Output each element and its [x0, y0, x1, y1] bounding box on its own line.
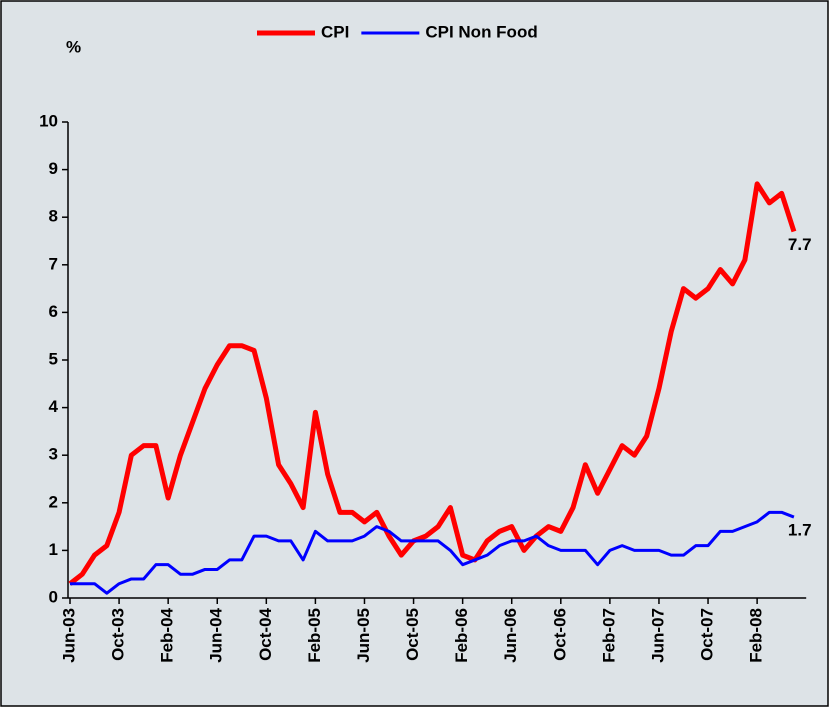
y-tick-label: 7 [49, 254, 58, 273]
y-tick-label: 1 [49, 540, 58, 559]
x-tick-label: Jun-07 [648, 608, 667, 663]
data-line [70, 510, 795, 595]
legend-label: CPI Non Food [425, 22, 537, 41]
y-tick-label: 0 [49, 587, 58, 606]
x-tick-label: Feb-06 [452, 608, 471, 663]
y-tick-label: 5 [49, 349, 58, 368]
x-tick-label: Feb-04 [158, 607, 177, 662]
y-tick-label: 6 [49, 302, 58, 321]
x-tick-label: Oct-05 [403, 608, 422, 661]
y-axis-label: % [66, 37, 81, 56]
y-tick-label: 4 [49, 397, 59, 416]
y-tick-label: 10 [39, 111, 58, 130]
x-tick-label: Jun-04 [207, 607, 226, 662]
x-tick-label: Jun-05 [354, 608, 373, 663]
x-tick-label: Oct-06 [550, 608, 569, 661]
x-tick-label: Oct-03 [109, 608, 128, 661]
data-line [68, 181, 797, 586]
legend-label: CPI [321, 22, 349, 41]
data-label: 1.7 [788, 521, 812, 540]
data-label: 7.7 [788, 235, 812, 254]
x-tick-label: Jun-03 [59, 608, 78, 663]
x-tick-label: Feb-05 [305, 608, 324, 663]
y-tick-label: 2 [49, 492, 58, 511]
x-tick-label: Oct-07 [698, 608, 717, 661]
x-tick-label: Oct-04 [256, 607, 275, 660]
x-tick-label: Jun-06 [501, 608, 520, 663]
x-tick-label: Feb-07 [599, 608, 618, 663]
x-tick-label: Feb-08 [747, 608, 766, 663]
y-tick-label: 9 [49, 159, 58, 178]
y-tick-label: 8 [49, 207, 58, 226]
y-tick-label: 3 [49, 445, 58, 464]
